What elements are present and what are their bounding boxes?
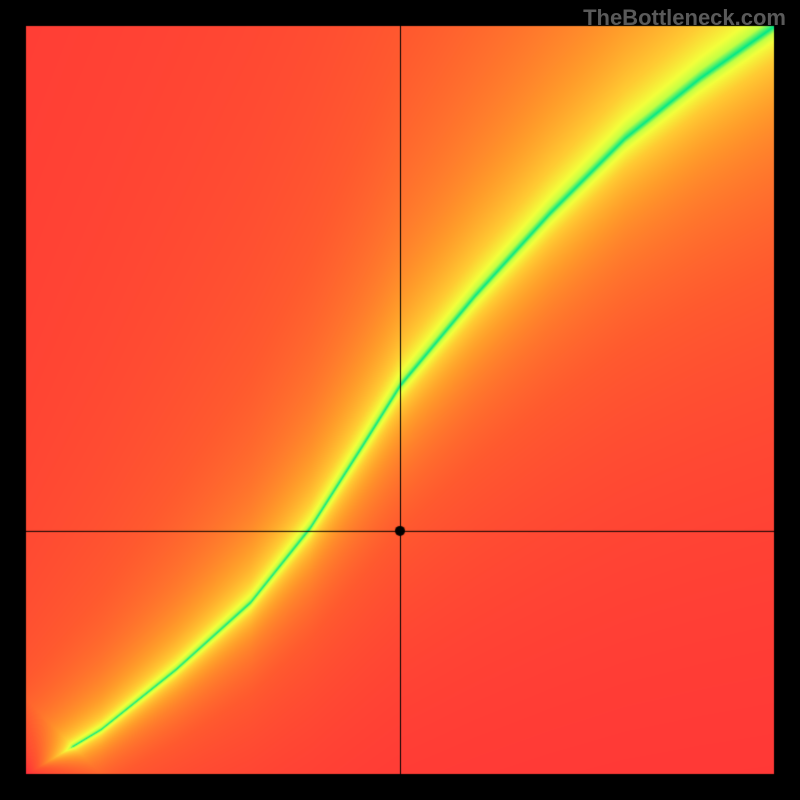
heatmap-canvas	[0, 0, 800, 800]
chart-container: TheBottleneck.com	[0, 0, 800, 800]
watermark-text: TheBottleneck.com	[583, 5, 786, 31]
